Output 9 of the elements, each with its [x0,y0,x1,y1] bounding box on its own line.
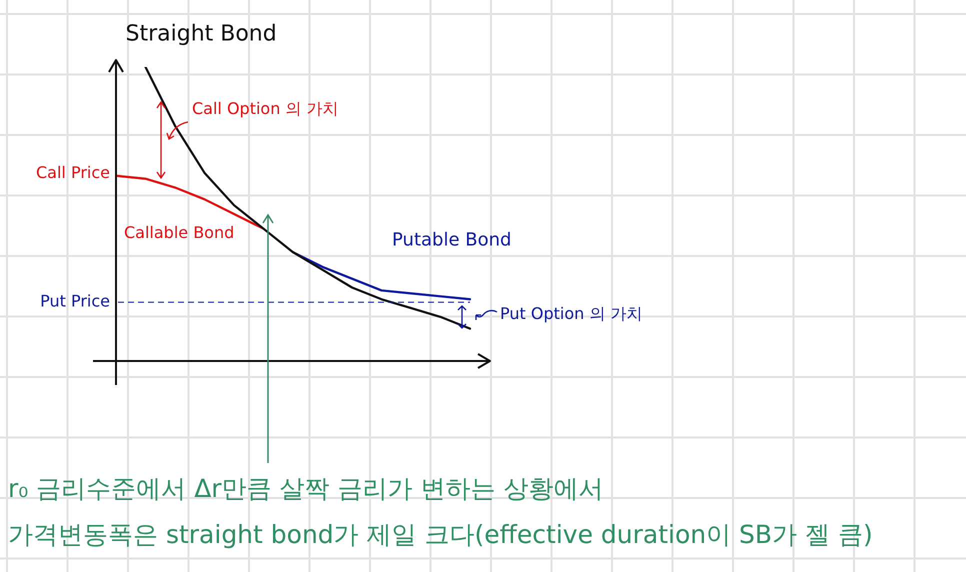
text: r₀ 금리수준에서 Δr만큼 살짝 금리가 변하는 상황에서 [8,473,604,505]
text: 가격변동폭은 straight bond가 제일 크다(effective duration이 SB가 젤 큼) [8,519,873,551]
text: Putable Bond [392,229,512,250]
series-label: Straight Bond [126,22,277,47]
annotation: Call Price [36,163,110,182]
annotation: Call Option 의 가치 [192,99,339,120]
series-label: Callable Bond [124,223,234,242]
text: Put Option 의 가치 [500,304,642,325]
ref-line-label: Put Price [40,291,110,310]
